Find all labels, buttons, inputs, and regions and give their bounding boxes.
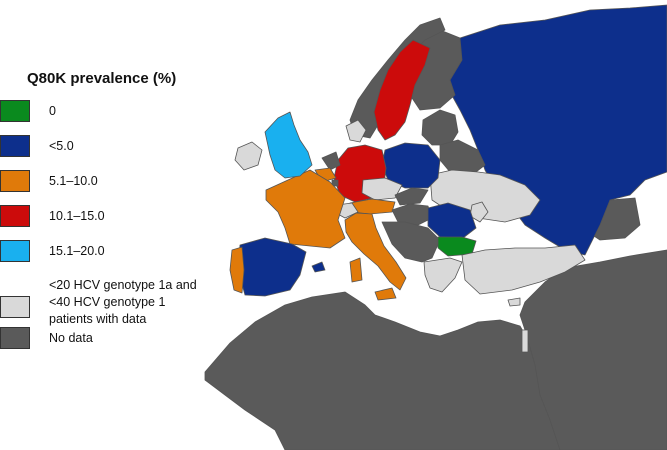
region-netherlands — [321, 151, 341, 171]
region-baltic-states — [421, 109, 459, 146]
legend-label: 5.1–10.0 — [49, 174, 98, 188]
legend-label: No data — [49, 331, 93, 345]
legend-swatch — [0, 240, 30, 262]
legend-swatch — [0, 135, 30, 157]
legend-label-line: patients with data — [49, 312, 147, 326]
legend-label: 15.1–20.0 — [49, 244, 105, 258]
legend-label-line: <20 HCV genotype 1a and — [49, 278, 197, 292]
region-greece — [423, 257, 463, 293]
legend-swatch — [0, 296, 30, 318]
region-portugal — [229, 246, 245, 294]
region-cyprus — [507, 297, 521, 307]
region-russia — [429, 4, 667, 256]
region-belarus — [439, 139, 486, 176]
region-ireland — [234, 141, 263, 171]
region-sardinia — [349, 257, 363, 283]
region-spain — [237, 237, 307, 297]
region-united-kingdom — [264, 111, 313, 179]
region-balearic-islands — [311, 261, 326, 273]
region-sicily — [374, 287, 397, 301]
region-balkans — [381, 221, 441, 263]
region-turkey — [461, 244, 586, 295]
legend-title: Q80K prevalence (%) — [27, 70, 177, 87]
region-czech-republic — [361, 177, 403, 201]
legend-swatch — [0, 205, 30, 227]
region-north-africa — [204, 291, 561, 450]
legend-label: 0 — [49, 104, 56, 118]
region-israel — [521, 329, 529, 353]
region-france — [265, 169, 346, 249]
legend-swatch — [0, 327, 30, 349]
region-romania — [427, 202, 477, 239]
legend-swatch — [0, 170, 30, 192]
legend-label-line: <40 HCV genotype 1 — [49, 295, 166, 309]
legend-label: <5.0 — [49, 139, 74, 153]
region-denmark — [345, 119, 367, 143]
legend-label: 10.1–15.0 — [49, 209, 105, 223]
region-italy — [344, 212, 407, 291]
region-sweden — [373, 39, 431, 141]
legend-swatch — [0, 100, 30, 122]
region-slovakia — [394, 187, 429, 206]
